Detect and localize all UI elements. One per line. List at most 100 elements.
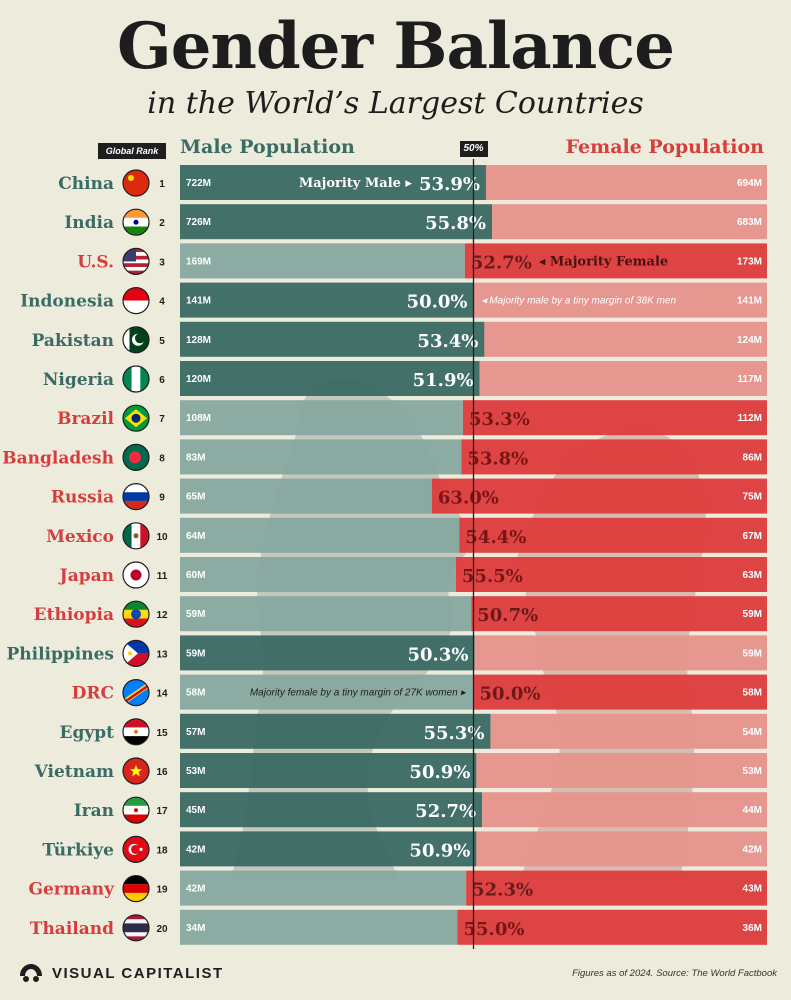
male-value: 64M [186,531,205,542]
country-row: Mexico 10 64M 67M 54.4% [46,517,767,553]
country-name: Nigeria [43,370,114,390]
majority-percent: 53.4% [417,331,478,352]
country-name: U.S. [77,252,114,272]
male-bar [180,909,458,945]
page-subtitle: in the World’s Largest Countries [147,86,644,121]
male-bar [180,753,477,788]
male-bar [180,792,483,828]
midline-50-label: 50% [459,141,488,157]
male-bar [180,831,477,867]
country-row: Türkiye 18 42M 42M 50.9% [42,831,767,867]
female-value: 43M [743,884,762,895]
rank-number: 13 [156,649,168,660]
majority-percent: 51.9% [413,370,474,391]
female-value: 54M [743,727,762,738]
rank-number: 14 [156,689,168,700]
female-value: 59M [743,609,762,620]
tiny-margin-male-annotation: ◂ Majority male by a tiny margin of 38K … [482,296,677,307]
country-name: Egypt [60,723,115,743]
male-value: 42M [186,884,205,895]
country-row: DRC 14 58M 58M 50.0% [72,674,767,710]
male-bar [180,596,472,632]
male-bar [180,361,480,396]
ethiopia-flag-icon [122,600,150,628]
female-bar [482,792,767,828]
majority-percent: 55.8% [425,213,486,234]
thailand-flag-icon [122,914,150,942]
female-bar [473,674,767,710]
country-row: Bangladesh 8 83M 86M 53.8% [2,439,767,475]
country-name: Türkiye [42,840,114,860]
rank-number: 20 [156,924,168,935]
country-row: Nigeria 6 120M 117M 51.9% [43,361,767,396]
philippines-flag-icon [122,639,150,668]
female-value: 58M [743,688,762,699]
rank-number: 11 [157,571,168,582]
female-population-header: Female Population [565,136,764,158]
female-value: 124M [737,335,762,346]
male-value: 42M [186,844,205,855]
female-value: 75M [743,492,762,503]
visual-capitalist-icon [20,964,42,982]
female-value: 36M [743,923,762,934]
majority-percent: 50.9% [409,762,470,783]
male-value: 59M [186,609,205,620]
india-flag-icon [122,208,150,236]
pakistan-flag-icon [122,326,150,354]
male-value: 57M [186,727,205,738]
country-row: Japan 11 60M 63M 55.5% [58,557,767,592]
rank-number: 9 [159,493,165,504]
rank-number: 15 [156,728,168,739]
female-value: 42M [743,844,762,855]
male-bar [180,635,475,671]
male-bar [180,517,460,553]
rank-number: 12 [156,610,168,621]
country-row: Egypt 15 57M 54M 55.3% [60,713,767,749]
male-value: 60M [186,570,205,581]
female-bar [471,596,767,632]
male-value: 53M [186,766,205,777]
female-bar [473,282,767,318]
country-name: Philippines [7,644,115,664]
country-row: China 1 722M 694M 53.9% [58,165,767,200]
female-bar [455,557,767,592]
female-bar [479,361,767,396]
country-row: Russia 9 65M 75M 63.0% [51,478,767,514]
majority-percent: 55.0% [464,919,525,940]
majority-percent: 53.9% [419,174,480,195]
male-bar [180,243,465,279]
female-value: 117M [738,374,762,385]
female-bar [485,165,767,200]
female-bar [431,478,767,514]
female-value: 141M [737,296,762,307]
brazil-flag-icon [122,404,150,432]
rank-number: 18 [156,845,168,856]
page-title: Gender Balance [117,9,675,84]
majority-percent: 53.3% [469,409,530,430]
brand-logo: VISUAL CAPITALIST [18,962,224,984]
source-note: Figures as of 2024. Source: The World Fa… [572,968,777,979]
female-bar [476,753,767,788]
country-row: Indonesia 4 141M 141M 50.0% [20,282,767,318]
female-bar [476,831,767,867]
female-value: 44M [743,805,762,816]
male-value: 34M [186,923,205,934]
male-bar [180,439,462,475]
majority-percent: 50.7% [477,605,538,626]
male-bar [180,478,432,514]
majority-percent: 52.7% [471,252,532,273]
male-bar [180,713,491,749]
rank-number: 3 [159,257,165,268]
country-name: Indonesia [20,292,114,312]
rank-number: 17 [156,806,168,817]
female-bar [484,321,767,357]
turkiye-flag-icon [122,835,150,864]
female-bar [466,870,767,906]
male-value: 45M [186,805,205,816]
male-value: 722M [186,178,211,189]
male-bar [180,674,474,710]
country-name: Pakistan [32,331,114,351]
female-bar [461,439,767,475]
male-value: 726M [186,217,211,228]
male-bar [180,400,463,436]
